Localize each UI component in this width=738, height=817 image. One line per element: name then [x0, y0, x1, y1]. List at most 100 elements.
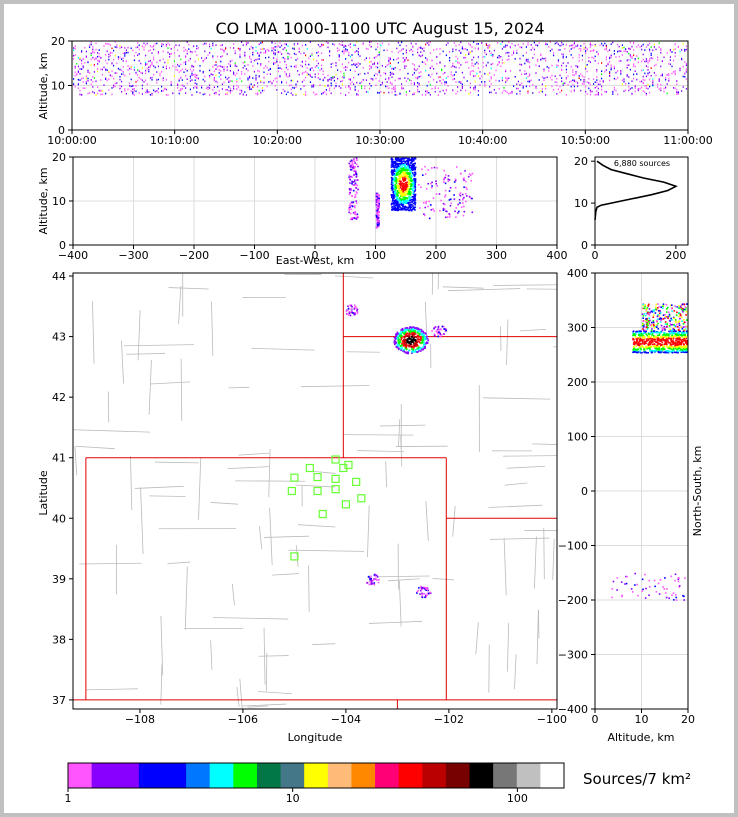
- time-height-source: [429, 75, 431, 78]
- plan-view-source: [415, 343, 418, 346]
- time-height-source: [330, 79, 332, 81]
- north-south-source: [663, 348, 666, 351]
- north-south-source: [650, 336, 653, 338]
- time-height-source: [343, 46, 345, 48]
- east-west-source: [403, 179, 405, 181]
- time-height-source: [573, 42, 575, 45]
- time-height-source: [348, 51, 350, 54]
- time-height-source: [263, 89, 265, 92]
- east-west-source: [407, 187, 410, 190]
- east-west-source: [413, 157, 416, 159]
- time-height-source: [489, 46, 491, 48]
- time-height-source: [409, 79, 411, 81]
- time-height-source: [405, 49, 407, 52]
- time-height-source: [452, 89, 454, 92]
- east-west-source: [435, 182, 438, 185]
- time-height-source: [490, 83, 492, 85]
- time-height-source: [321, 58, 323, 61]
- east-west-source: [406, 181, 408, 184]
- time-height-source: [500, 65, 502, 68]
- time-height-source: [626, 74, 628, 76]
- time-height-source: [601, 93, 603, 96]
- time-height-source: [341, 41, 343, 43]
- time-height-source: [153, 89, 155, 92]
- east-west-source: [411, 172, 414, 174]
- time-height-source: [535, 85, 537, 88]
- time-height-source: [498, 62, 500, 64]
- east-west-source: [412, 163, 415, 165]
- time-height-source: [241, 80, 243, 83]
- time-height-source: [345, 48, 347, 50]
- east-west-source: [377, 200, 380, 202]
- time-height-source: [90, 43, 92, 46]
- time-height-source: [631, 87, 633, 89]
- time-height-source: [178, 92, 180, 95]
- time-height-source: [437, 87, 439, 90]
- time-height-source: [364, 87, 366, 90]
- plan-view-source: [414, 349, 417, 351]
- east-west-source: [411, 182, 414, 185]
- time-height-source: [116, 46, 118, 49]
- time-height-source: [130, 85, 132, 88]
- county-boundary: [431, 273, 434, 295]
- north-south-source: [647, 332, 650, 334]
- east-west-source: [355, 183, 357, 186]
- east-west-source: [396, 204, 399, 207]
- plan-view-source: [407, 342, 410, 344]
- time-height-source: [401, 86, 403, 89]
- time-height-source: [314, 66, 316, 68]
- east-west-source: [413, 195, 416, 197]
- time-height-source: [471, 46, 473, 48]
- time-height-source: [348, 86, 350, 89]
- time-height-source: [559, 44, 561, 47]
- time-height-source: [538, 79, 540, 81]
- time-height-source: [290, 79, 292, 82]
- county-boundary: [258, 655, 289, 657]
- plan-view-source: [393, 339, 396, 342]
- time-height-source: [279, 61, 281, 64]
- time-height-source: [229, 47, 231, 49]
- plan-view-source: [400, 347, 402, 349]
- time-height-source: [93, 77, 95, 79]
- time-height-source: [293, 65, 295, 68]
- north-south-source: [674, 346, 677, 349]
- east-west-source: [406, 208, 409, 211]
- north-south-source: [635, 345, 638, 347]
- time-height-source: [345, 45, 347, 47]
- time-height-source: [561, 77, 563, 79]
- time-height-source: [649, 78, 651, 81]
- time-height-source: [604, 42, 606, 45]
- east-west-source: [465, 200, 467, 203]
- east-west-xtick-label: −400: [58, 249, 88, 262]
- east-west-source: [410, 168, 413, 171]
- time-height-source: [633, 54, 635, 57]
- time-height-source: [522, 86, 524, 89]
- time-height-source: [380, 91, 382, 93]
- time-height-source: [250, 61, 252, 63]
- east-west-source: [455, 207, 458, 209]
- north-south-source: [680, 331, 683, 334]
- east-west-source: [396, 174, 398, 176]
- time-height-source: [562, 55, 564, 58]
- east-west-source: [408, 165, 410, 168]
- time-height-source: [529, 74, 531, 77]
- plan-view-ytick-label: 44: [52, 270, 66, 283]
- time-height-source: [468, 42, 470, 45]
- time-height-source: [282, 56, 284, 59]
- time-height-source: [93, 63, 95, 66]
- time-height-source: [325, 93, 327, 96]
- east-west-source: [435, 180, 437, 182]
- time-height-source: [356, 66, 358, 68]
- east-west-source: [406, 183, 409, 186]
- plan-view-source: [350, 304, 353, 307]
- east-west-source: [447, 178, 450, 181]
- east-west-source: [413, 164, 416, 167]
- time-height-source: [578, 53, 580, 56]
- time-height-source: [557, 59, 559, 61]
- time-height-source: [506, 77, 508, 80]
- north-south-source: [678, 333, 681, 336]
- time-height-source: [77, 78, 79, 81]
- time-height-source: [305, 91, 307, 93]
- time-height-source: [674, 72, 676, 74]
- time-height-source: [308, 63, 310, 66]
